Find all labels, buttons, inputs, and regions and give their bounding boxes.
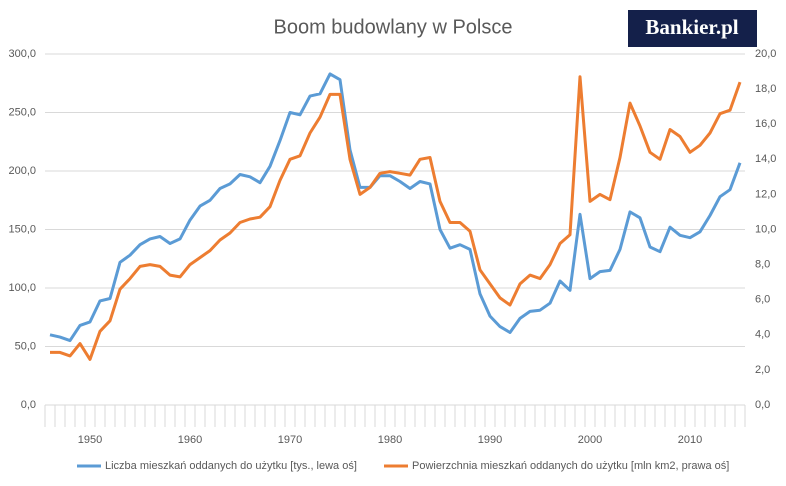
x-tick-label: 1990 xyxy=(478,434,502,446)
y2-tick-label: 10,0 xyxy=(755,223,776,235)
logo-box xyxy=(628,10,757,47)
legend-label: Liczba mieszkań oddanych do użytku [tys.… xyxy=(105,460,357,472)
x-tick-label: 1960 xyxy=(178,434,202,446)
y2-tick-label: 2,0 xyxy=(755,364,770,376)
legend-label: Powierzchnia mieszkań oddanych do użytku… xyxy=(412,460,729,472)
y2-tick-label: 14,0 xyxy=(755,153,776,165)
y-tick-label: 0,0 xyxy=(21,399,36,411)
y2-tick-label: 20,0 xyxy=(755,48,776,60)
y2-tick-label: 6,0 xyxy=(755,294,770,306)
chart-title: Boom budowlany w Polsce xyxy=(273,16,512,38)
x-tick-label: 1980 xyxy=(378,434,402,446)
series-line xyxy=(49,72,742,343)
y2-tick-label: 12,0 xyxy=(755,188,776,200)
x-tick-label: 2010 xyxy=(678,434,702,446)
y-tick-label: 250,0 xyxy=(8,106,36,118)
y2-tick-label: 18,0 xyxy=(755,83,776,95)
logo: Bankier.pl xyxy=(645,15,738,39)
y-tick-label: 300,0 xyxy=(8,48,36,60)
x-tick-label: 1970 xyxy=(278,434,302,446)
series-line xyxy=(50,75,742,361)
y-tick-label: 150,0 xyxy=(8,223,36,235)
y-tick-label: 100,0 xyxy=(8,282,36,294)
y2-tick-label: 4,0 xyxy=(755,329,770,341)
y2-tick-label: 8,0 xyxy=(755,259,770,271)
y-tick-label: 200,0 xyxy=(8,165,36,177)
x-tick-label: 1950 xyxy=(78,434,102,446)
y-tick-label: 50,0 xyxy=(15,340,36,352)
y2-tick-label: 16,0 xyxy=(755,118,776,130)
x-tick-label: 2000 xyxy=(578,434,602,446)
y2-tick-label: 0,0 xyxy=(755,399,770,411)
